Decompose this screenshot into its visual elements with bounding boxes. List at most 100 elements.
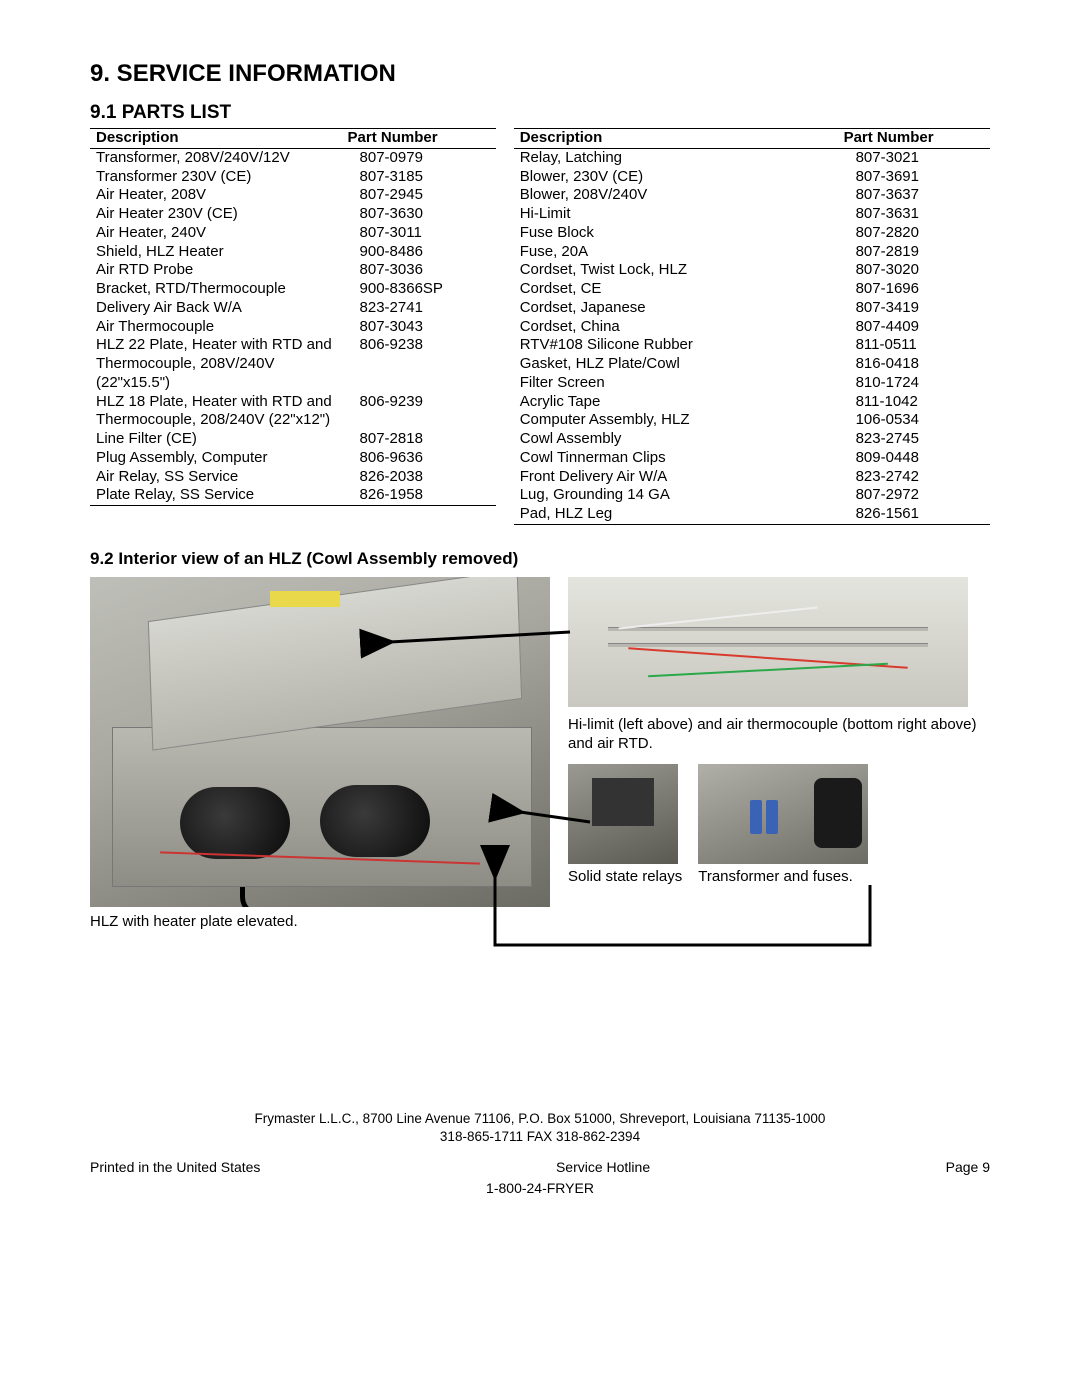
table-row: Blower, 208V/240V807-3637 bbox=[514, 186, 990, 205]
cell-part-number: 811-1042 bbox=[838, 393, 990, 412]
parts-tables: Description Part Number Transformer, 208… bbox=[90, 128, 990, 525]
cell-description: Relay, Latching bbox=[514, 148, 838, 167]
footer-address: Frymaster L.L.C., 8700 Line Avenue 71106… bbox=[90, 1110, 990, 1128]
table-row: Delivery Air Back W/A823-2741 bbox=[90, 299, 496, 318]
table-row: Relay, Latching807-3021 bbox=[514, 148, 990, 167]
cell-part-number: 807-4409 bbox=[838, 318, 990, 337]
cell-part-number: 807-1696 bbox=[838, 280, 990, 299]
photo-cord bbox=[240, 887, 360, 907]
cell-description: Bracket, RTD/Thermocouple bbox=[90, 280, 342, 299]
cell-part-number: 807-3630 bbox=[342, 205, 496, 224]
table-row: RTV#108 Silicone Rubber811-0511 bbox=[514, 336, 990, 355]
hi-limit-caption: Hi-limit (left above) and air thermocoup… bbox=[568, 715, 990, 754]
right-column: Hi-limit (left above) and air thermocoup… bbox=[568, 577, 990, 930]
section-interior-title: 9.2 Interior view of an HLZ (Cowl Assemb… bbox=[90, 549, 990, 569]
table-row: Lug, Grounding 14 GA807-2972 bbox=[514, 486, 990, 505]
table-row: Front Delivery Air W/A823-2742 bbox=[514, 468, 990, 487]
cell-part-number: 823-2745 bbox=[838, 430, 990, 449]
cell-part-number: 807-3419 bbox=[838, 299, 990, 318]
parts-table-right: Description Part Number Relay, Latching8… bbox=[514, 128, 990, 525]
cell-description: Blower, 230V (CE) bbox=[514, 168, 838, 187]
parts-table-left: Description Part Number Transformer, 208… bbox=[90, 128, 496, 506]
heater-rod bbox=[608, 643, 928, 647]
cell-description: Acrylic Tape bbox=[514, 393, 838, 412]
cell-description: Filter Screen bbox=[514, 374, 838, 393]
mini-photos-row: Solid state relays Transformer and fuses… bbox=[568, 764, 990, 887]
cell-description: Hi-Limit bbox=[514, 205, 838, 224]
table-row: Line Filter (CE)807-2818 bbox=[90, 430, 496, 449]
table-row: Hi-Limit807-3631 bbox=[514, 205, 990, 224]
table-row: Transformer, 208V/240V/12V807-0979 bbox=[90, 148, 496, 167]
table-row: Air Heater, 240V807-3011 bbox=[90, 224, 496, 243]
transformer-photo bbox=[698, 764, 868, 864]
table-row: Plate Relay, SS Service826-1958 bbox=[90, 486, 496, 505]
cell-part-number: 806-9238 bbox=[342, 336, 496, 392]
main-photo bbox=[90, 577, 550, 907]
main-photo-block: HLZ with heater plate elevated. bbox=[90, 577, 550, 930]
cell-description: Air Heater, 240V bbox=[90, 224, 342, 243]
cell-description: Transformer, 208V/240V/12V bbox=[90, 148, 342, 167]
table-row: Air Relay, SS Service826-2038 bbox=[90, 468, 496, 487]
table-row: Computer Assembly, HLZ106-0534 bbox=[514, 411, 990, 430]
cell-description: Air Relay, SS Service bbox=[90, 468, 342, 487]
cell-description: Air Heater 230V (CE) bbox=[90, 205, 342, 224]
cell-description: Plug Assembly, Computer bbox=[90, 449, 342, 468]
table-row: Air Thermocouple807-3043 bbox=[90, 318, 496, 337]
interior-figure: HLZ with heater plate elevated. Hi-limit… bbox=[90, 577, 990, 930]
cell-part-number: 823-2741 bbox=[342, 299, 496, 318]
cell-description: Fuse Block bbox=[514, 224, 838, 243]
table-row: Bracket, RTD/Thermocouple900-8366SP bbox=[90, 280, 496, 299]
cell-part-number: 807-3631 bbox=[838, 205, 990, 224]
cell-description: Air Thermocouple bbox=[90, 318, 342, 337]
cell-part-number: 807-3043 bbox=[342, 318, 496, 337]
table-row: Cordset, China807-4409 bbox=[514, 318, 990, 337]
table-row: Filter Screen810-1724 bbox=[514, 374, 990, 393]
cell-description: HLZ 22 Plate, Heater with RTD and Thermo… bbox=[90, 336, 342, 392]
cell-part-number: 807-3021 bbox=[838, 148, 990, 167]
cell-description: RTV#108 Silicone Rubber bbox=[514, 336, 838, 355]
table-row: HLZ 18 Plate, Heater with RTD and Thermo… bbox=[90, 393, 496, 431]
cell-description: Blower, 208V/240V bbox=[514, 186, 838, 205]
cell-description: HLZ 18 Plate, Heater with RTD and Thermo… bbox=[90, 393, 342, 431]
table-row: Cowl Assembly823-2745 bbox=[514, 430, 990, 449]
table-row: Cowl Tinnerman Clips809-0448 bbox=[514, 449, 990, 468]
cell-part-number: 810-1724 bbox=[838, 374, 990, 393]
cell-description: Air RTD Probe bbox=[90, 261, 342, 280]
relay-block bbox=[592, 778, 654, 826]
main-photo-caption: HLZ with heater plate elevated. bbox=[90, 913, 550, 930]
photo-yellow-label bbox=[270, 591, 340, 607]
cell-part-number: 900-8366SP bbox=[342, 280, 496, 299]
table-row: Plug Assembly, Computer806-9636 bbox=[90, 449, 496, 468]
table-row: Air Heater 230V (CE)807-3630 bbox=[90, 205, 496, 224]
cell-description: Lug, Grounding 14 GA bbox=[514, 486, 838, 505]
cell-description: Cordset, China bbox=[514, 318, 838, 337]
cell-description: Cordset, CE bbox=[514, 280, 838, 299]
cell-description: Gasket, HLZ Plate/Cowl bbox=[514, 355, 838, 374]
relays-photo bbox=[568, 764, 678, 864]
cell-description: Line Filter (CE) bbox=[90, 430, 342, 449]
transformer-caption: Transformer and fuses. bbox=[698, 868, 868, 887]
cell-part-number: 823-2742 bbox=[838, 468, 990, 487]
photo-blower-1 bbox=[180, 787, 290, 859]
wire-green bbox=[648, 662, 888, 677]
cell-part-number: 806-9239 bbox=[342, 393, 496, 431]
footer-hotline-number: 1-800-24-FRYER bbox=[90, 1179, 990, 1198]
table-row: Cordset, Twist Lock, HLZ807-3020 bbox=[514, 261, 990, 280]
cell-description: Cowl Tinnerman Clips bbox=[514, 449, 838, 468]
cell-description: Air Heater, 208V bbox=[90, 186, 342, 205]
fuse-icon bbox=[766, 800, 778, 834]
footer-phone-fax: 318-865-1711 FAX 318-862-2394 bbox=[90, 1128, 990, 1146]
table-row: Gasket, HLZ Plate/Cowl816-0418 bbox=[514, 355, 990, 374]
section-parts-list-title: 9.1 PARTS LIST bbox=[90, 102, 990, 124]
cell-part-number: 807-2820 bbox=[838, 224, 990, 243]
cell-description: Cordset, Twist Lock, HLZ bbox=[514, 261, 838, 280]
table-row: Shield, HLZ Heater900-8486 bbox=[90, 243, 496, 262]
col-description: Description bbox=[514, 129, 838, 149]
cell-part-number: 807-3011 bbox=[342, 224, 496, 243]
cell-part-number: 811-0511 bbox=[838, 336, 990, 355]
col-part-number: Part Number bbox=[342, 129, 496, 149]
cell-description: Pad, HLZ Leg bbox=[514, 505, 838, 524]
footer-page: Page 9 bbox=[946, 1158, 990, 1177]
cell-part-number: 826-2038 bbox=[342, 468, 496, 487]
cell-part-number: 807-2945 bbox=[342, 186, 496, 205]
